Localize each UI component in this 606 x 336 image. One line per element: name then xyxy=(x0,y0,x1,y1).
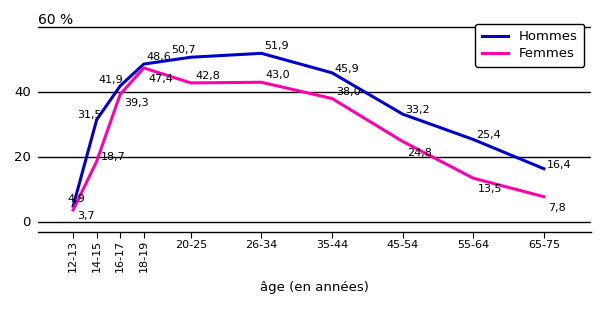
Text: 18-19: 18-19 xyxy=(139,240,149,272)
Femmes xyxy=(116,92,124,96)
Text: 60 %: 60 % xyxy=(38,13,73,27)
Legend: Hommes, Femmes: Hommes, Femmes xyxy=(475,24,584,67)
Text: 25,4: 25,4 xyxy=(476,130,501,140)
Text: 7,8: 7,8 xyxy=(548,203,566,213)
Hommes xyxy=(258,51,265,55)
Text: 38,0: 38,0 xyxy=(336,87,361,96)
Text: 4,9: 4,9 xyxy=(68,194,85,204)
Text: 16,4: 16,4 xyxy=(547,160,571,170)
X-axis label: âge (en années): âge (en années) xyxy=(260,281,369,294)
Femmes xyxy=(93,159,101,163)
Text: 12-13: 12-13 xyxy=(68,240,78,272)
Hommes xyxy=(187,55,195,59)
Femmes xyxy=(328,96,336,100)
Text: 14-15: 14-15 xyxy=(92,240,102,272)
Text: 41,9: 41,9 xyxy=(98,75,123,85)
Text: 48,6: 48,6 xyxy=(147,52,171,62)
Hommes xyxy=(70,204,77,208)
Text: 24,8: 24,8 xyxy=(407,148,431,158)
Hommes xyxy=(116,84,124,88)
Femmes xyxy=(140,66,147,70)
Text: 39,3: 39,3 xyxy=(124,98,149,108)
Text: 16-17: 16-17 xyxy=(115,240,125,272)
Text: 42,8: 42,8 xyxy=(195,71,220,81)
Hommes xyxy=(93,118,101,122)
Text: 20: 20 xyxy=(14,151,31,164)
Hommes xyxy=(470,137,477,141)
Femmes xyxy=(70,208,77,212)
Text: 50,7: 50,7 xyxy=(171,45,196,55)
Femmes xyxy=(470,176,477,180)
Text: 20-25: 20-25 xyxy=(175,240,207,250)
Text: 3,7: 3,7 xyxy=(78,211,95,221)
Text: 45,9: 45,9 xyxy=(335,64,359,74)
Text: 47,4: 47,4 xyxy=(148,74,173,84)
Text: 40: 40 xyxy=(14,86,31,98)
Hommes xyxy=(399,112,407,116)
Text: 0: 0 xyxy=(22,216,31,228)
Text: 55-64: 55-64 xyxy=(458,240,490,250)
Text: 26-34: 26-34 xyxy=(245,240,278,250)
Line: Femmes: Femmes xyxy=(73,68,544,210)
Line: Hommes: Hommes xyxy=(73,53,544,206)
Femmes xyxy=(258,80,265,84)
Text: 65-75: 65-75 xyxy=(528,240,560,250)
Femmes xyxy=(399,139,407,143)
Text: 43,0: 43,0 xyxy=(265,70,290,80)
Text: 35-44: 35-44 xyxy=(316,240,348,250)
Text: 31,5: 31,5 xyxy=(78,111,102,121)
Text: 33,2: 33,2 xyxy=(405,105,430,115)
Text: 51,9: 51,9 xyxy=(264,41,289,51)
Hommes xyxy=(140,62,147,66)
Hommes xyxy=(328,71,336,75)
Text: 13,5: 13,5 xyxy=(478,184,502,194)
Text: 18,7: 18,7 xyxy=(101,152,125,162)
Femmes xyxy=(541,195,548,199)
Hommes xyxy=(541,167,548,171)
Femmes xyxy=(187,81,195,85)
Text: 45-54: 45-54 xyxy=(387,240,419,250)
